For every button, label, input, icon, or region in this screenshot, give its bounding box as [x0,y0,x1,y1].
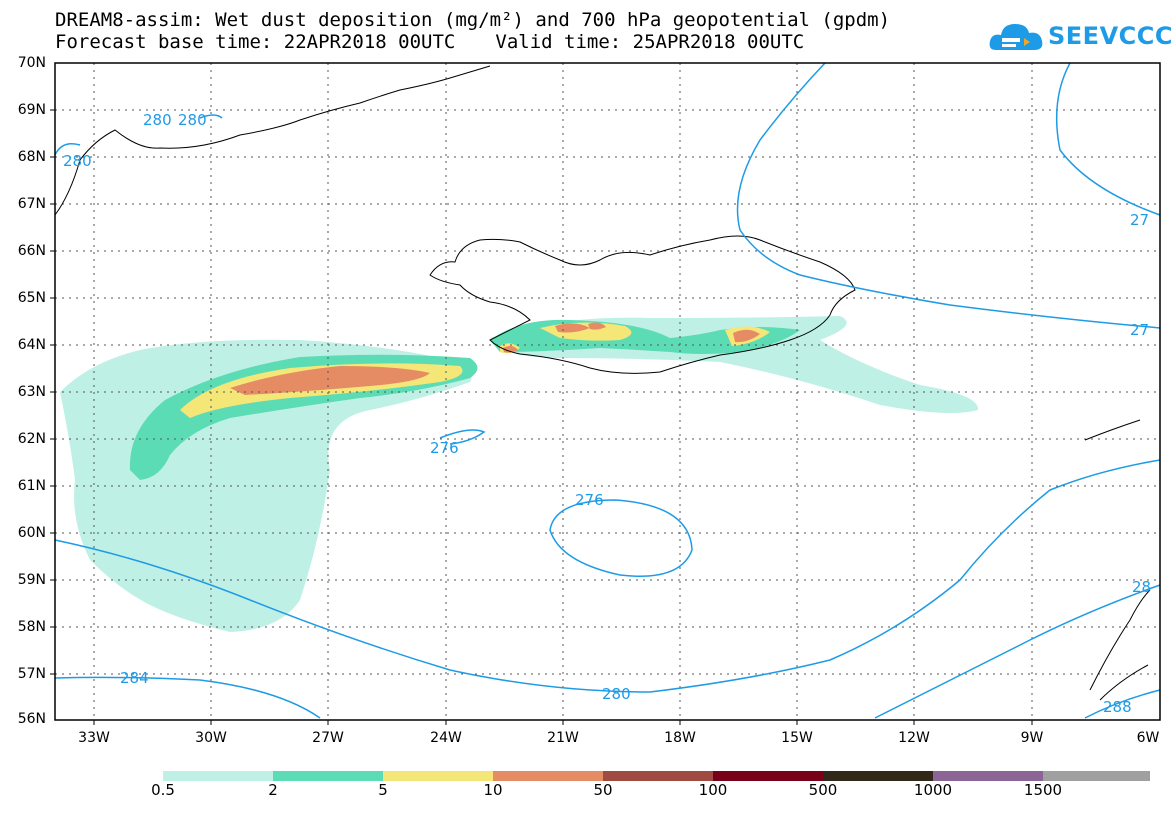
colorbar-label: 2 [268,781,278,799]
lat-label: 60N [17,525,46,541]
contour-288b [1084,689,1161,719]
forecast-base-time: Forecast base time: 22APR2018 00UTC [55,31,456,53]
lat-label: 61N [17,478,46,494]
lat-label: 58N [17,619,46,635]
colorbar-label: 10 [483,781,503,799]
lon-label: 15W [781,730,813,746]
lat-label: 57N [17,666,46,682]
contour-upper-right [736,62,1161,329]
colorbar-label: 100 [698,781,728,799]
contour-label: 276 [430,439,459,457]
chart-title: DREAM8-assim: Wet dust deposition (mg/m²… [55,9,891,31]
lat-label: 64N [17,337,46,353]
colorbar-label: 1000 [913,781,953,799]
contour-label: 280 [143,111,172,129]
lat-label: 62N [17,431,46,447]
tick-marks [50,109,1033,725]
lat-label: 65N [17,290,46,306]
lon-label: 30W [195,730,227,746]
contour-276-center [549,499,693,577]
lon-label: 12W [898,730,930,746]
lat-label: 67N [17,196,46,212]
lat-label: 66N [17,243,46,259]
colorbar-segment [383,771,493,781]
colorbar-segment [933,771,1043,781]
colorbar-label: 0.5 [151,781,175,799]
colorbar-label: 50 [593,781,613,799]
contour-284 [54,676,321,719]
lat-label: 68N [17,149,46,165]
contour-label: 27 [1130,211,1149,229]
iceland-coast [429,235,856,374]
colorbar-segment [603,771,713,781]
contour-280-west [54,459,1161,693]
lon-label: 9W [1020,730,1044,746]
colorbar-label: 1500 [1023,781,1063,799]
lat-label: 59N [17,572,46,588]
contour-label: 288 [1103,698,1132,716]
contour-label: 27 [1130,321,1149,339]
lat-label: 70N [17,55,46,71]
lon-label: 18W [664,730,696,746]
colorbar-segment [713,771,823,781]
lat-label: 56N [17,711,46,727]
colorbar-segment [823,771,933,781]
coastlines [54,65,1151,701]
colorbar-segment [273,771,383,781]
contour-far-right [1055,62,1161,216]
contour-label: 280 [178,111,207,129]
contour-276-small [439,429,486,445]
geopotential-contours [54,62,1161,719]
contour-288 [874,584,1161,719]
contour-label: 284 [120,669,149,687]
colorbar-segment [493,771,603,781]
colorbar-segment [163,771,273,781]
contour-label: 28 [1132,578,1151,596]
cloud-icon [989,24,1043,50]
colorbar-segment [1043,771,1150,781]
colorbar [163,771,1150,781]
contour-label: 276 [575,491,604,509]
lat-label: 63N [17,384,46,400]
lon-label: 27W [312,730,344,746]
lon-label: 6W [1136,730,1160,746]
contour-280-north [54,114,223,156]
seevccc-logo: SEEVCCC [988,16,1173,58]
valid-time: Valid time: 25APR2018 00UTC [495,31,805,53]
lon-label: 33W [78,730,110,746]
dust-deposition-layer [60,316,979,632]
norway-coast [1084,419,1151,701]
contour-labels: 280 280 280 276 276 280 284 27 27 28 288 [63,111,1151,716]
lat-label: 69N [17,102,46,118]
lon-label: 24W [430,730,462,746]
colorbar-label: 5 [378,781,388,799]
dust-field-10-east [503,322,760,353]
grid-lines [55,63,1160,720]
lon-label: 21W [547,730,579,746]
colorbar-label: 500 [808,781,838,799]
contour-label: 280 [602,685,631,703]
time-info: Forecast base time: 22APR2018 00UTC Valid… [55,32,804,52]
logo-text: SEEVCCC [1048,22,1173,50]
dust-field-10 [230,366,430,395]
contour-label: 280 [63,152,92,170]
greenland-coast [54,65,491,216]
